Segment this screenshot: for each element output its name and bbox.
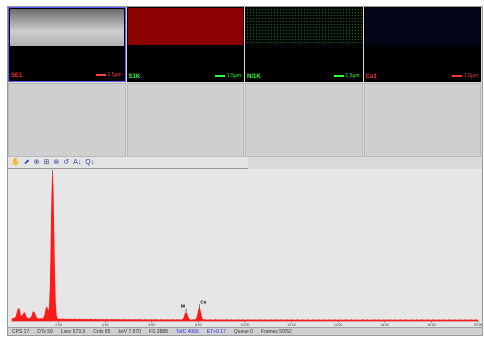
status-bar: CPS 17 DTs 59 Lsec 573.9 Cnts 85 keV 7.970 FS… [8,327,482,335]
status-item: CPS 17 [12,329,30,335]
spectrum-series [11,173,479,322]
zoom-out-icon[interactable]: ⊗ [53,158,60,166]
status-item: Frames 50/52 [260,329,292,335]
status-item: Lsec 573.9 [60,329,86,335]
map-label: Ni1K [247,74,261,80]
map-tile-se1[interactable]: SE1 1.5µm [8,7,126,82]
spectrum-toolbar: ✋ ⬈ ⊕ ⊞ ⊗ ↺ A↓ Q↓ [8,157,248,169]
x-tick-label: 16.00 [381,323,390,327]
x-tick-label: 4.00 [102,323,109,327]
status-item: Queue 0 [233,329,253,335]
status-item: FS 3888 [149,329,168,335]
map-label: SE1 [11,73,23,79]
empty-slot[interactable] [126,83,244,157]
x-tick-label: 20.00 [474,323,482,327]
x-tick-label: 12.00 [287,323,296,327]
status-item: keV 7.970 [118,329,142,335]
cursor-icon[interactable]: ⬈ [23,158,30,166]
peak-label: Si [54,169,58,170]
quantify-icon[interactable]: Q↓ [85,158,95,166]
peak-label: Cu [200,299,206,304]
map-tile-cu1[interactable]: Cu1 1.5µm [363,7,481,82]
scale-bar: 1.5µm [95,72,122,78]
x-tick-label: 6.00 [148,323,155,327]
element-map-image [364,8,480,45]
x-tick-label: 10.00 [241,323,250,327]
map-tile-ni1k[interactable]: Ni1K 1.5µm [245,7,363,82]
x-tick-label: 18.00 [427,323,436,327]
x-tick-label: 2.00 [55,323,62,327]
empty-slot[interactable] [8,83,126,157]
x-tick-label: 14.00 [334,323,343,327]
empty-map-slots [8,83,482,157]
peak-label: Ni [181,304,186,309]
se-image [10,9,124,46]
scale-bar: 1.5µm [215,73,241,79]
map-label: Cu1 [365,74,377,80]
zoom-in-icon[interactable]: ⊕ [33,158,40,166]
eds-analysis-window: SE1 1.5µm S1K 1.5µm Ni1K 1.5µm Cu1 1.5µm… [7,6,483,336]
element-map-image [246,8,362,45]
status-item: ET+0.17 [206,329,226,335]
element-map-row: SE1 1.5µm S1K 1.5µm Ni1K 1.5µm Cu1 1.5µm [8,7,482,82]
status-item: DTs 59 [37,329,53,335]
hand-icon[interactable]: ✋ [11,158,20,166]
status-item: Cnts 85 [93,329,111,335]
element-map-image [127,8,243,45]
zoom-fit-icon[interactable]: ⊞ [43,158,50,166]
undo-icon[interactable]: ↺ [63,158,70,166]
spectrum-plot: 2.00 4.00 6.00 8.00 10.00 12.00 14.00 16.00 18.0… [11,169,482,327]
eds-spectrum[interactable]: 2.00 4.00 6.00 8.00 10.00 12.00 14.00 16.00 18.0… [8,169,482,327]
empty-slot[interactable] [363,83,481,157]
label-icon[interactable]: A↓ [73,158,82,166]
x-tick-label: 8.00 [195,323,202,327]
empty-slot[interactable] [245,83,363,157]
scale-bar: 1.5µm [452,73,478,79]
map-label: S1K [128,74,141,80]
map-tile-s1k[interactable]: S1K 1.5µm [126,7,244,82]
scale-bar: 1.5µm [333,73,360,79]
status-item: TotC 4006 [175,329,199,335]
